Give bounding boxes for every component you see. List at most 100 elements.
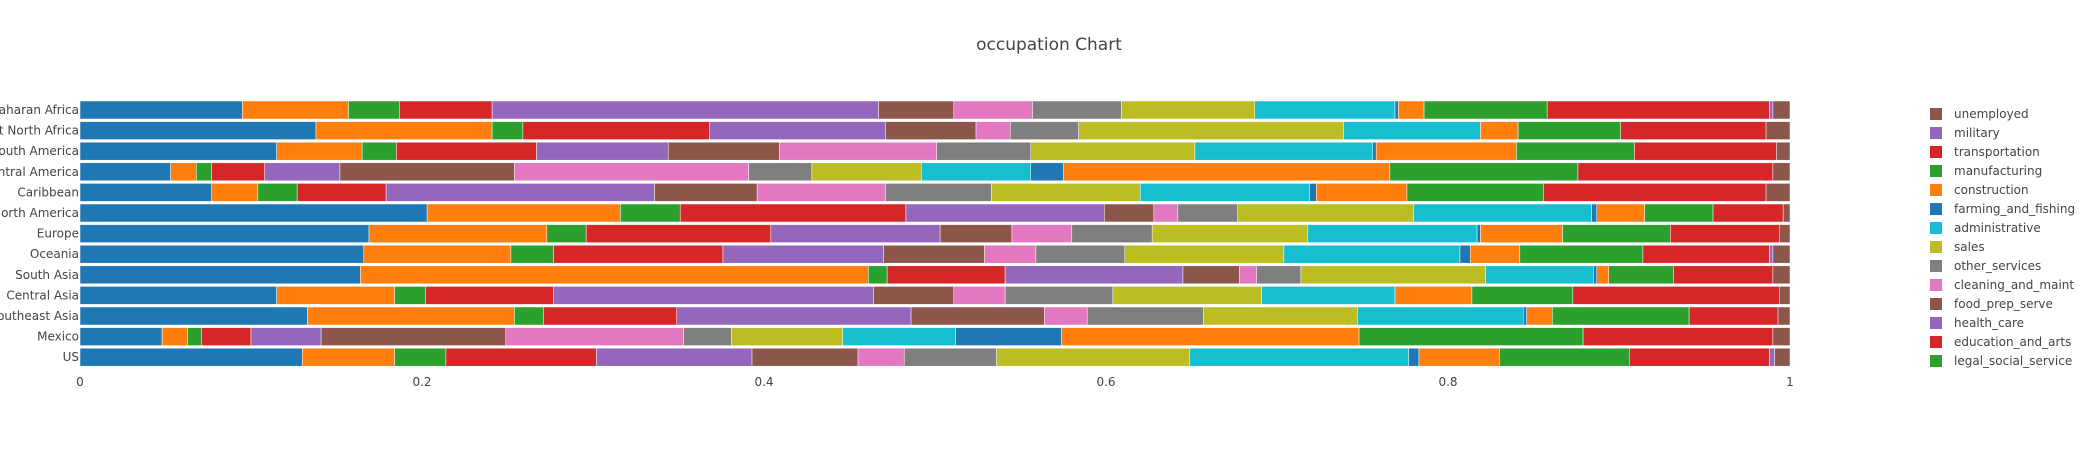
- bar-segment-farming_and_fishing: [79, 306, 308, 326]
- bar-segment-legal_social_service: [1519, 244, 1644, 264]
- legend-label: transportation: [1954, 145, 2040, 159]
- bar-segment-health_care: [1769, 244, 1774, 264]
- bar-segment-administrative: [1357, 306, 1524, 326]
- bar-segment-unemployed: [1772, 162, 1791, 182]
- bar-segment-unemployed: [1777, 306, 1791, 326]
- bar-segment-other_services: [885, 183, 992, 202]
- bar-segment-cleaning_and_maint: [1153, 203, 1179, 223]
- bar-segment-farming_and_fishing: [1394, 100, 1399, 120]
- bar-segment-farming_and_fishing: [79, 183, 212, 202]
- legend-item-farming_and_fishing[interactable]: farming_and_fishing: [1930, 202, 2075, 216]
- legend-item-legal_social_service[interactable]: legal_social_service: [1930, 354, 2072, 368]
- legend-item-military[interactable]: military: [1930, 126, 2000, 140]
- bar-segment-health_care: [1769, 100, 1774, 120]
- bar-segment-education_and_arts: [1577, 162, 1774, 182]
- bar-segment-farming_and_fishing: [79, 224, 370, 243]
- bar-segment-construction: [211, 183, 259, 202]
- bar-segment-food_prep_serve: [1104, 203, 1155, 223]
- x-tick-label: 0.2: [412, 375, 431, 389]
- bar-segment-education_and_arts: [1642, 244, 1770, 264]
- bar-segment-unemployed: [1774, 347, 1791, 367]
- bar-segment-construction: [1398, 100, 1425, 120]
- bar-segment-construction: [426, 203, 621, 223]
- bar-segment-legal_social_service: [1358, 327, 1584, 346]
- bar-segment-food_prep_serve: [910, 306, 1045, 326]
- bar-segment-construction: [307, 306, 515, 326]
- bar-segment-farming_and_fishing: [1522, 306, 1527, 326]
- bar-segment-construction: [1480, 121, 1519, 140]
- bar-segment-legal_social_service: [1562, 224, 1671, 243]
- legend-item-health_care[interactable]: health_care: [1930, 316, 2024, 330]
- bar-segment-construction: [302, 347, 395, 367]
- legend-item-administrative[interactable]: administrative: [1930, 221, 2041, 235]
- legend-item-food_prep_serve[interactable]: food_prep_serve: [1930, 297, 2053, 311]
- bar-segment-cleaning_and_maint: [975, 121, 1011, 140]
- bar-segment-transportation: [396, 141, 537, 161]
- bar-segment-manufacturing: [546, 224, 587, 243]
- bar-segment-transportation: [553, 244, 724, 264]
- bar-segment-food_prep_serve: [873, 286, 955, 305]
- y-tick-label: Mexico: [37, 330, 79, 344]
- bar-segment-cleaning_and_maint: [1044, 306, 1088, 326]
- bar-segment-food_prep_serve: [751, 347, 859, 367]
- bar-segment-transportation: [296, 183, 387, 202]
- bar-segment-administrative: [1343, 121, 1481, 140]
- bar-segment-sales: [1121, 100, 1256, 120]
- x-axis: 0 0.2 0.4 0.6 0.8 1: [76, 375, 1794, 389]
- bar-segment-cleaning_and_maint: [779, 141, 937, 161]
- y-tick-label: Oceania: [30, 247, 79, 261]
- bar-segment-transportation: [522, 121, 710, 140]
- bars-layer: [79, 100, 1791, 367]
- bar-segment-farming_and_fishing: [79, 347, 303, 367]
- bar-segment-other_services: [1256, 265, 1302, 285]
- legend-item-transportation[interactable]: transportation: [1930, 145, 2040, 159]
- legend-label: legal_social_service: [1954, 354, 2072, 368]
- legend-item-cleaning_and_maint[interactable]: cleaning_and_maint: [1930, 278, 2074, 292]
- x-tick-label: 0.4: [754, 375, 773, 389]
- bar-segment-other_services: [936, 141, 1032, 161]
- bar-segment-unemployed: [1776, 141, 1791, 161]
- bar-segment-food_prep_serve: [878, 100, 955, 120]
- bar-segment-food_prep_serve: [339, 162, 515, 182]
- legend-swatch: [1930, 260, 1942, 272]
- bar-segment-manufacturing: [514, 306, 544, 326]
- bar-segment-food_prep_serve: [885, 121, 977, 140]
- bar-segment-other_services: [1071, 224, 1153, 243]
- bar-segment-manufacturing: [394, 347, 447, 367]
- bar-segment-administrative: [1194, 141, 1374, 161]
- bar-segment-legal_social_service: [1552, 306, 1690, 326]
- legend-swatch: [1930, 203, 1942, 215]
- bar-segment-legal_social_service: [1406, 183, 1545, 202]
- bar-segment-construction: [1480, 224, 1563, 243]
- bar-segment-sales: [1300, 265, 1486, 285]
- bar-segment-farming_and_fishing: [79, 162, 171, 182]
- bar-segment-manufacturing: [257, 183, 298, 202]
- bar-segment-administrative: [1139, 183, 1310, 202]
- legend: unemployed military transportation manufact…: [1930, 107, 2075, 368]
- legend-item-unemployed[interactable]: unemployed: [1930, 107, 2029, 121]
- bar-segment-other_services: [1035, 244, 1126, 264]
- legend-item-sales[interactable]: sales: [1930, 240, 1985, 254]
- bar-segment-food_prep_serve: [654, 183, 758, 202]
- bar-segment-farming_and_fishing: [1593, 265, 1598, 285]
- bar-segment-education_and_arts: [1673, 265, 1774, 285]
- bar-segment-health_care: [536, 141, 669, 161]
- legend-item-education_and_arts[interactable]: education_and_arts: [1930, 335, 2071, 349]
- legend-label: education_and_arts: [1954, 335, 2071, 349]
- legend-item-construction[interactable]: construction: [1930, 183, 2029, 197]
- bar-segment-construction: [363, 244, 512, 264]
- bar-segment-cleaning_and_maint: [857, 347, 905, 367]
- bar-segment-transportation: [201, 327, 252, 346]
- bar-segment-manufacturing: [348, 100, 401, 120]
- bar-segment-education_and_arts: [1688, 306, 1779, 326]
- bar-segment-education_and_arts: [1582, 327, 1774, 346]
- legend-swatch: [1930, 127, 1942, 139]
- legend-item-other_services[interactable]: other_services: [1930, 259, 2041, 273]
- bar-segment-transportation: [543, 306, 678, 326]
- bar-segment-education_and_arts: [1629, 347, 1770, 367]
- bar-segment-transportation: [425, 286, 554, 305]
- bar-segment-other_services: [1004, 286, 1114, 305]
- bar-segment-legal_social_service: [1471, 286, 1574, 305]
- bar-segment-sales: [991, 183, 1141, 202]
- legend-item-manufacturing[interactable]: manufacturing: [1930, 164, 2042, 178]
